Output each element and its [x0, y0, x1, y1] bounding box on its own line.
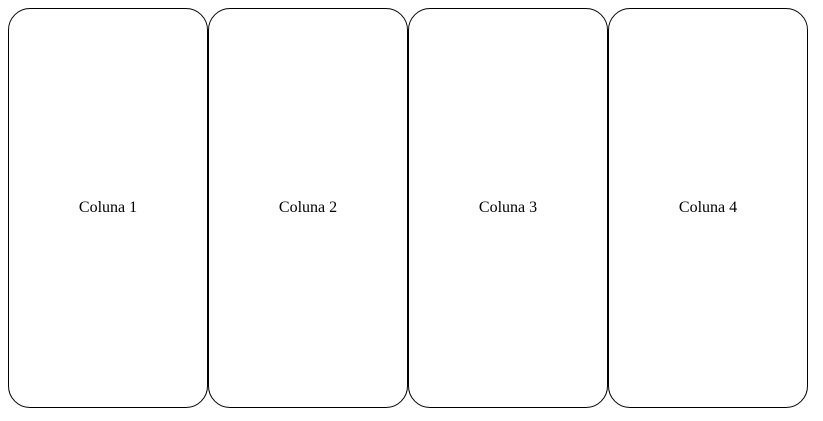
column-2: Coluna 2 — [208, 8, 408, 408]
column-3: Coluna 3 — [408, 8, 608, 408]
column-1-label: Coluna 1 — [78, 199, 138, 216]
column-4-label: Coluna 4 — [678, 199, 738, 216]
column-2-label: Coluna 2 — [278, 199, 338, 216]
column-3-label: Coluna 3 — [478, 199, 538, 216]
column-4: Coluna 4 — [608, 8, 808, 408]
column-1: Coluna 1 — [8, 8, 208, 408]
columns-diagram: Coluna 1 Coluna 2 Coluna 3 Coluna 4 — [8, 8, 808, 408]
